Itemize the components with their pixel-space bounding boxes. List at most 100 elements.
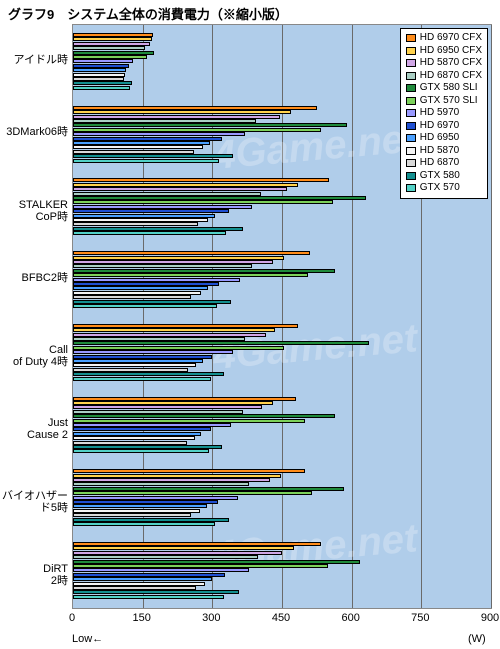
legend-swatch: [406, 59, 416, 67]
bar: [73, 159, 219, 163]
gridline: [491, 25, 492, 608]
legend-swatch: [406, 159, 416, 167]
legend-label: GTX 570: [420, 182, 460, 195]
bar: [73, 86, 130, 90]
legend-label: GTX 580 SLI: [420, 82, 478, 95]
bar: [73, 564, 328, 568]
bar: [73, 441, 187, 445]
legend-label: GTX 570 SLI: [420, 95, 478, 108]
bar: [73, 546, 294, 550]
bar: [73, 33, 153, 37]
category-label: アイドル時: [2, 54, 68, 66]
bar: [73, 295, 191, 299]
legend-swatch: [406, 172, 416, 180]
category-label: Call of Duty 4時: [2, 344, 68, 368]
bar: [73, 115, 280, 119]
bar: [73, 73, 125, 77]
bar: [73, 469, 305, 473]
bar: [73, 496, 238, 500]
bar: [73, 273, 308, 277]
bar: [73, 337, 245, 341]
bar: [73, 401, 273, 405]
legend-label: GTX 580: [420, 170, 460, 183]
bar: [73, 333, 266, 337]
bar: [73, 350, 233, 354]
bar: [73, 51, 154, 55]
bar: [73, 123, 347, 127]
category-label: BFBC2時: [2, 272, 68, 284]
category-label: DiRT 2時: [2, 563, 68, 587]
legend-swatch: [406, 134, 416, 142]
bar: [73, 590, 239, 594]
bar: [73, 582, 205, 586]
bar: [73, 555, 258, 559]
bar: [73, 68, 126, 72]
bar: [73, 573, 225, 577]
bar: [73, 231, 226, 235]
bar: [73, 196, 366, 200]
bar: [73, 300, 231, 304]
legend-label: HD 6950: [420, 132, 459, 145]
bar: [73, 251, 310, 255]
legend-item: HD 6970 CFX: [406, 32, 482, 45]
legend-swatch: [406, 122, 416, 130]
bar: [73, 595, 224, 599]
x-tick-label: 150: [132, 612, 150, 624]
bar: [73, 324, 298, 328]
bar: [73, 132, 245, 136]
bar: [73, 214, 215, 218]
legend-swatch: [406, 109, 416, 117]
legend-swatch: [406, 84, 416, 92]
bar: [73, 522, 215, 526]
bar: [73, 304, 217, 308]
bar: [73, 397, 296, 401]
legend-swatch: [406, 184, 416, 192]
legend-swatch: [406, 34, 416, 42]
category-label: STALKER CoP時: [2, 199, 68, 223]
legend-swatch: [406, 72, 416, 80]
bar: [73, 482, 249, 486]
bar: [73, 449, 209, 453]
legend: HD 6970 CFXHD 6950 CFXHD 5870 CFXHD 6870…: [400, 28, 488, 199]
chart-title: グラフ9 システム全体の消費電力（※縮小版）: [0, 0, 500, 25]
legend-item: HD 6970: [406, 120, 482, 133]
legend-item: GTX 570: [406, 182, 482, 195]
bar: [73, 432, 201, 436]
legend-item: GTX 580: [406, 170, 482, 183]
bar: [73, 372, 224, 376]
legend-item: HD 5870 CFX: [406, 57, 482, 70]
bar: [73, 414, 335, 418]
bar: [73, 346, 284, 350]
bar: [73, 227, 243, 231]
bar: [73, 491, 312, 495]
x-tick-label: 450: [272, 612, 290, 624]
bar: [73, 436, 195, 440]
bar: [73, 42, 150, 46]
legend-swatch: [406, 97, 416, 105]
bar: [73, 119, 256, 123]
bar: [73, 586, 196, 590]
bar: [73, 183, 298, 187]
legend-item: HD 6870 CFX: [406, 70, 482, 83]
bar: [73, 478, 270, 482]
bar: [73, 474, 281, 478]
bar: [73, 128, 321, 132]
bar: [73, 341, 369, 345]
bar: [73, 377, 211, 381]
bar: [73, 81, 132, 85]
bar: [73, 222, 198, 226]
bar: [73, 282, 219, 286]
legend-item: HD 6950: [406, 132, 482, 145]
bar: [73, 278, 240, 282]
bar: [73, 205, 252, 209]
bar: [73, 64, 129, 68]
legend-item: HD 6870: [406, 157, 482, 170]
bar: [73, 256, 284, 260]
bar: [73, 291, 201, 295]
legend-label: HD 6870 CFX: [420, 70, 482, 83]
x-tick-label: 300: [202, 612, 220, 624]
bar: [73, 178, 329, 182]
bar: [73, 328, 275, 332]
legend-item: GTX 580 SLI: [406, 82, 482, 95]
bar: [73, 405, 262, 409]
